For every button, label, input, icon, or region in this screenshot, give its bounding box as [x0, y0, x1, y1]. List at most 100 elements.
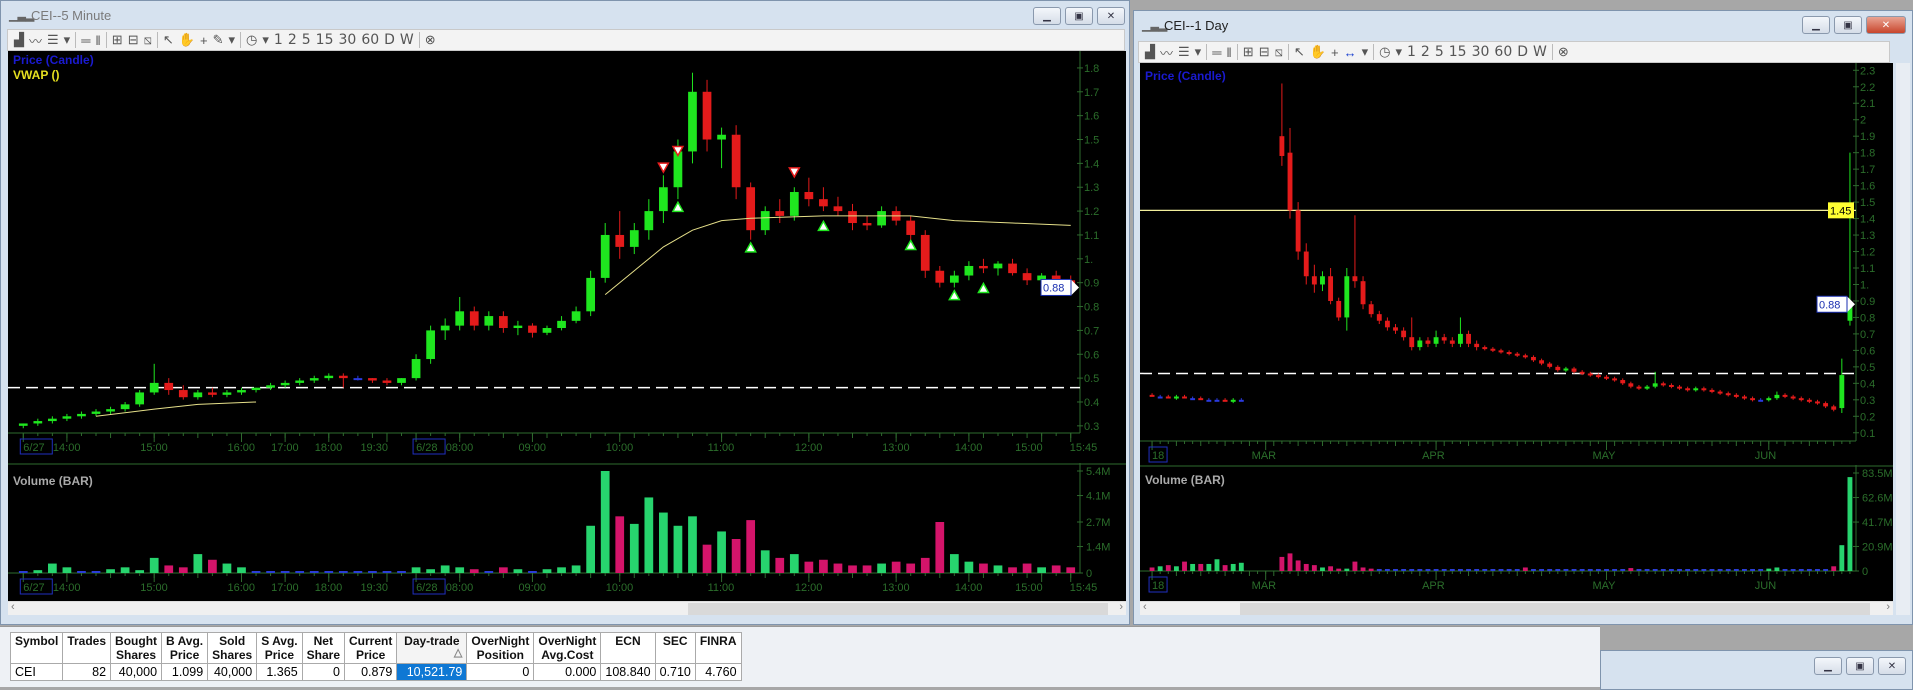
column-header[interactable]: Trades: [62, 632, 112, 664]
bar-chart-icon[interactable]: ▟: [14, 32, 24, 47]
hand-icon[interactable]: ✋: [1309, 44, 1326, 59]
title-bar[interactable]: ▁▃▂ CEI--5 Minute: [1, 1, 1129, 29]
chart-canvas[interactable]: 0.1 0.2 0.3 0.4 0.5 0.6 0.7 0.8 0.9 1. 1.1 1.2 1.3 1.…: [1140, 63, 1893, 601]
scroll-right-icon[interactable]: ›: [1119, 601, 1123, 613]
maximize-button[interactable]: ▣: [1834, 16, 1862, 34]
clock-icon[interactable]: ◷: [1379, 44, 1391, 59]
timeframe-button-15[interactable]: 15: [1448, 44, 1467, 60]
indicator-icon[interactable]: ☰: [1178, 44, 1190, 59]
timeframe-button-W[interactable]: W: [1533, 44, 1547, 60]
timeframe-button-1[interactable]: 1: [1406, 44, 1416, 60]
title-bar[interactable]: ▁▃▂ CEI--1 Day: [1134, 11, 1912, 39]
table-cell[interactable]: 0.710: [654, 663, 696, 681]
timeframe-button-60[interactable]: 60: [361, 32, 380, 48]
timeframe-button-30[interactable]: 30: [338, 32, 357, 48]
scrollbar-thumb[interactable]: [1240, 603, 1870, 615]
column-header[interactable]: Current Price: [343, 632, 398, 664]
bar-chart-icon[interactable]: ▟: [1145, 44, 1155, 59]
line-chart-icon[interactable]: 〰: [29, 33, 43, 49]
timeframe-button-2[interactable]: 2: [287, 32, 297, 48]
maximize-button[interactable]: ▣: [1065, 7, 1093, 25]
table-cell[interactable]: 4.760: [694, 663, 742, 681]
zoom-fit-icon[interactable]: ⊟: [1258, 44, 1270, 59]
timeframe-button-1[interactable]: 1: [273, 32, 283, 48]
table-cell[interactable]: 40,000: [207, 663, 258, 681]
scrollbar-thumb[interactable]: [688, 603, 1108, 615]
zoom-out-icon[interactable]: ⧅: [143, 32, 152, 47]
close-button[interactable]: ✕: [1866, 16, 1906, 34]
column-header[interactable]: Day-trade △: [396, 632, 468, 664]
remove-all-icon[interactable]: ⊗: [424, 32, 436, 47]
zoom-fit-icon[interactable]: ⊟: [127, 32, 139, 47]
horizontal-line-icon[interactable]: ═: [1212, 44, 1222, 60]
maximize-button[interactable]: ▣: [1846, 657, 1874, 675]
timeframe-button-60[interactable]: 60: [1494, 44, 1513, 60]
dropdown-icon[interactable]: ▾: [1194, 44, 1202, 59]
table-cell[interactable]: 108.840: [600, 663, 656, 681]
minimize-button[interactable]: ▁: [1814, 657, 1842, 675]
dropdown-icon[interactable]: ▾: [228, 32, 236, 47]
vertical-scrollbar[interactable]: [1896, 63, 1910, 615]
zoom-out-icon[interactable]: ⧅: [1274, 44, 1283, 59]
pointer-icon[interactable]: ↖: [162, 32, 174, 47]
remove-all-icon[interactable]: ⊗: [1557, 44, 1569, 59]
column-header[interactable]: B Avg. Price: [161, 632, 209, 664]
measure-icon[interactable]: ↔: [1343, 44, 1357, 60]
scroll-left-icon[interactable]: ‹: [11, 601, 15, 613]
vertical-line-icon[interactable]: ‖: [95, 32, 101, 48]
timeframe-button-15[interactable]: 15: [315, 32, 334, 48]
horizontal-scrollbar[interactable]: ‹ ›: [8, 601, 1126, 615]
column-header[interactable]: OverNight Position: [466, 632, 535, 664]
column-header[interactable]: S Avg. Price: [256, 632, 303, 664]
table-cell[interactable]: 1.099: [161, 663, 209, 681]
timeframe-button-D[interactable]: D: [384, 32, 395, 48]
table-cell[interactable]: 0: [301, 663, 346, 681]
dropdown-icon[interactable]: ▾: [1395, 44, 1402, 59]
clock-icon[interactable]: ◷: [246, 32, 258, 47]
hand-icon[interactable]: ✋: [178, 32, 195, 47]
dropdown-icon[interactable]: ▾: [63, 32, 71, 47]
timeframe-button-2[interactable]: 2: [1420, 44, 1430, 60]
table-row[interactable]: CEI 82 40,000 1.099 40,000 1.365 0 0.879 10,521.…: [9, 663, 742, 681]
close-button[interactable]: ✕: [1878, 657, 1906, 675]
column-header[interactable]: Sold Shares: [207, 632, 258, 664]
chart-area[interactable]: 0.3 0.4 0.5 0.6 0.7 0.8 0.9 1. 1.1 1.2 1.3 1.4 1.5 1.…: [8, 51, 1126, 601]
scroll-left-icon[interactable]: ‹: [1143, 601, 1147, 613]
column-header[interactable]: OverNight Avg.Cost: [533, 632, 602, 664]
table-cell[interactable]: CEI: [9, 663, 64, 681]
minimize-button[interactable]: ▁: [1802, 16, 1830, 34]
dropdown-icon[interactable]: ▾: [262, 32, 269, 47]
chart-area[interactable]: 0.1 0.2 0.3 0.4 0.5 0.6 0.7 0.8 0.9 1. 1.1 1.2 1.3 1.…: [1140, 63, 1893, 601]
table-cell[interactable]: 10,521.79: [396, 663, 468, 681]
line-chart-icon[interactable]: 〰: [1160, 45, 1174, 61]
column-header[interactable]: SEC: [654, 632, 696, 664]
table-cell[interactable]: 0.879: [343, 663, 398, 681]
column-header[interactable]: ECN: [600, 632, 656, 664]
pointer-icon[interactable]: ↖: [1293, 44, 1305, 59]
table-cell[interactable]: 82: [62, 663, 112, 681]
table-cell[interactable]: 40,000: [110, 663, 163, 681]
minimize-button[interactable]: ▁: [1033, 7, 1061, 25]
timeframe-button-5[interactable]: 5: [301, 32, 311, 48]
crosshair-icon[interactable]: +: [1330, 44, 1339, 60]
column-header[interactable]: Symbol: [9, 632, 64, 664]
timeframe-button-D[interactable]: D: [1517, 44, 1529, 60]
horizontal-scrollbar[interactable]: ‹ ›: [1140, 601, 1893, 615]
dropdown-icon[interactable]: ▾: [1361, 44, 1369, 59]
close-button[interactable]: ✕: [1097, 7, 1125, 25]
pencil-icon[interactable]: ✎: [212, 32, 224, 47]
timeframe-button-5[interactable]: 5: [1434, 44, 1444, 60]
scroll-right-icon[interactable]: ›: [1886, 601, 1890, 613]
indicator-icon[interactable]: ☰: [47, 32, 59, 47]
chart-canvas[interactable]: 0.3 0.4 0.5 0.6 0.7 0.8 0.9 1. 1.1 1.2 1.3 1.4 1.5 1.…: [8, 51, 1126, 601]
column-header[interactable]: FINRA: [694, 632, 742, 664]
table-cell[interactable]: 1.365: [256, 663, 303, 681]
crosshair-icon[interactable]: +: [199, 32, 208, 48]
zoom-in-icon[interactable]: ⊞: [111, 32, 123, 47]
table-cell[interactable]: 0.000: [533, 663, 602, 681]
column-header[interactable]: Net Share: [301, 632, 346, 664]
column-header[interactable]: Bought Shares: [110, 632, 163, 664]
timeframe-button-30[interactable]: 30: [1471, 44, 1490, 60]
vertical-line-icon[interactable]: ‖: [1226, 44, 1232, 60]
table-cell[interactable]: 0: [466, 663, 535, 681]
